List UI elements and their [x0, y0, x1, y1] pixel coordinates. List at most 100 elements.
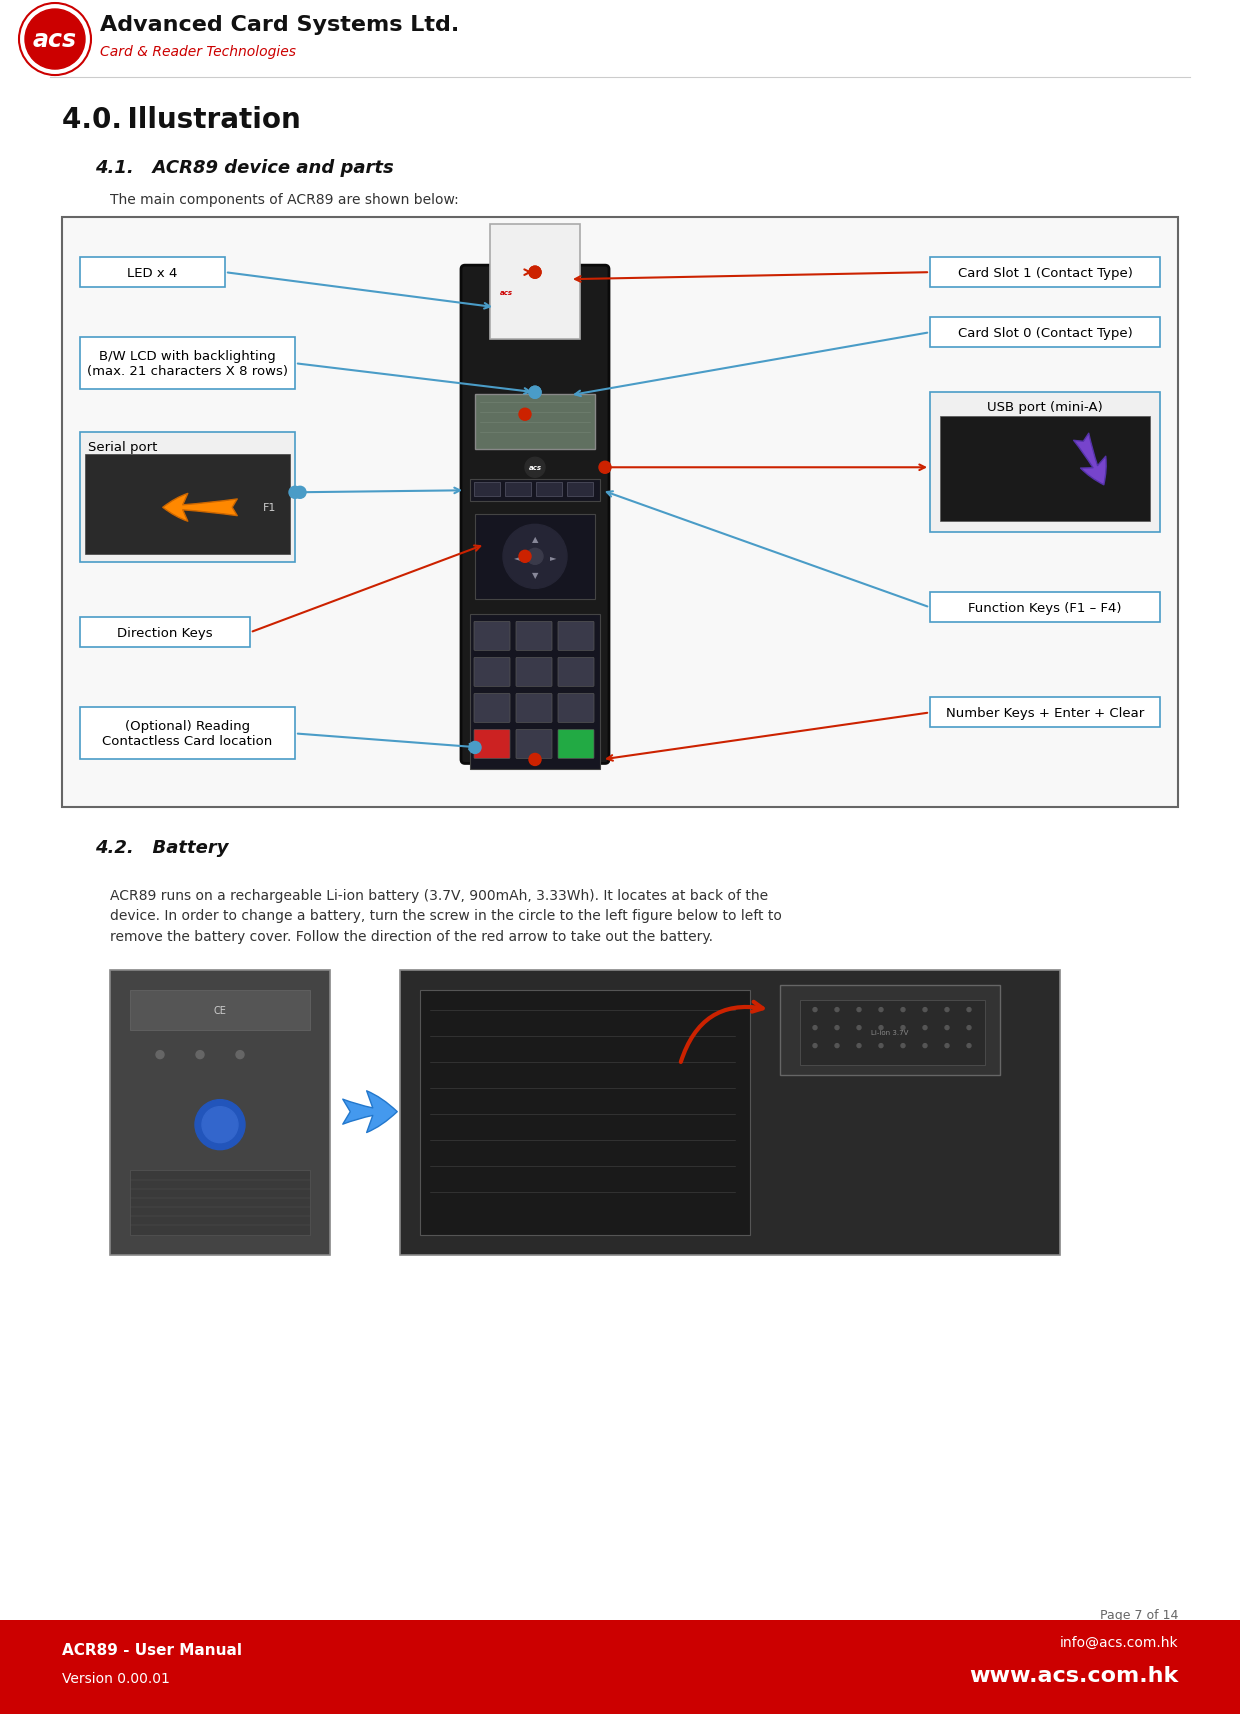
Circle shape: [857, 1008, 861, 1011]
Text: www.acs.com.hk: www.acs.com.hk: [968, 1664, 1178, 1685]
Text: (Optional) Reading
Contactless Card location: (Optional) Reading Contactless Card loca…: [103, 720, 273, 747]
FancyBboxPatch shape: [81, 259, 224, 288]
FancyBboxPatch shape: [558, 622, 594, 651]
FancyBboxPatch shape: [86, 454, 290, 555]
Text: ▼: ▼: [532, 571, 538, 579]
FancyBboxPatch shape: [930, 319, 1159, 348]
Text: acs: acs: [33, 27, 77, 51]
Circle shape: [529, 267, 541, 279]
Circle shape: [529, 754, 541, 766]
Text: CE: CE: [213, 1004, 227, 1015]
Circle shape: [520, 410, 531, 422]
Circle shape: [857, 1027, 861, 1030]
FancyBboxPatch shape: [930, 698, 1159, 728]
Circle shape: [236, 1051, 244, 1059]
FancyBboxPatch shape: [930, 259, 1159, 288]
FancyBboxPatch shape: [130, 1171, 310, 1236]
FancyArrowPatch shape: [1074, 434, 1106, 485]
FancyBboxPatch shape: [62, 218, 1178, 807]
Circle shape: [25, 10, 86, 70]
Text: Page 7 of 14: Page 7 of 14: [1100, 1608, 1178, 1621]
FancyBboxPatch shape: [474, 622, 510, 651]
FancyBboxPatch shape: [474, 483, 500, 497]
Circle shape: [835, 1008, 839, 1011]
Text: USB port (mini-A): USB port (mini-A): [987, 401, 1102, 413]
Circle shape: [967, 1008, 971, 1011]
Circle shape: [503, 524, 567, 590]
Text: Number Keys + Enter + Clear: Number Keys + Enter + Clear: [946, 706, 1145, 720]
FancyBboxPatch shape: [475, 514, 595, 600]
FancyBboxPatch shape: [461, 266, 609, 764]
FancyBboxPatch shape: [516, 658, 552, 687]
Circle shape: [527, 548, 543, 566]
FancyBboxPatch shape: [930, 593, 1159, 622]
FancyBboxPatch shape: [558, 730, 594, 759]
Circle shape: [901, 1044, 905, 1047]
FancyBboxPatch shape: [558, 694, 594, 723]
Circle shape: [901, 1027, 905, 1030]
Text: B/W LCD with backlighting
(max. 21 characters X 8 rows): B/W LCD with backlighting (max. 21 chara…: [87, 350, 288, 379]
Circle shape: [469, 742, 481, 754]
Text: The main components of ACR89 are shown below:: The main components of ACR89 are shown b…: [110, 194, 459, 207]
FancyBboxPatch shape: [930, 393, 1159, 533]
Circle shape: [879, 1008, 883, 1011]
Circle shape: [813, 1044, 817, 1047]
Circle shape: [289, 487, 301, 499]
FancyBboxPatch shape: [474, 730, 510, 759]
FancyBboxPatch shape: [81, 338, 295, 391]
Circle shape: [835, 1027, 839, 1030]
FancyBboxPatch shape: [474, 694, 510, 723]
FancyBboxPatch shape: [536, 483, 562, 497]
FancyBboxPatch shape: [401, 970, 1060, 1255]
FancyBboxPatch shape: [490, 225, 580, 339]
Circle shape: [857, 1044, 861, 1047]
Circle shape: [967, 1044, 971, 1047]
FancyBboxPatch shape: [110, 970, 330, 1255]
Circle shape: [901, 1008, 905, 1011]
Circle shape: [835, 1044, 839, 1047]
FancyBboxPatch shape: [780, 986, 999, 1075]
Text: Li-ion 3.7V: Li-ion 3.7V: [872, 1028, 909, 1035]
Circle shape: [156, 1051, 164, 1059]
Circle shape: [967, 1027, 971, 1030]
Text: Direction Keys: Direction Keys: [118, 627, 213, 639]
FancyBboxPatch shape: [567, 483, 593, 497]
FancyBboxPatch shape: [558, 658, 594, 687]
Circle shape: [520, 550, 531, 562]
Text: ►: ►: [549, 552, 557, 562]
Circle shape: [923, 1008, 928, 1011]
Text: F1: F1: [263, 502, 277, 512]
Circle shape: [945, 1044, 949, 1047]
Text: Card & Reader Technologies: Card & Reader Technologies: [100, 45, 296, 58]
Text: 4.0. Illustration: 4.0. Illustration: [62, 106, 301, 134]
Text: Version 0.00.01: Version 0.00.01: [62, 1671, 170, 1685]
Text: LED x 4: LED x 4: [128, 266, 177, 279]
Text: Card Slot 0 (Contact Type): Card Slot 0 (Contact Type): [957, 326, 1132, 339]
FancyBboxPatch shape: [516, 730, 552, 759]
FancyArrowPatch shape: [342, 1092, 397, 1133]
Circle shape: [923, 1044, 928, 1047]
Circle shape: [879, 1044, 883, 1047]
FancyBboxPatch shape: [420, 991, 750, 1236]
Circle shape: [945, 1008, 949, 1011]
Text: Advanced Card Systems Ltd.: Advanced Card Systems Ltd.: [100, 15, 459, 34]
FancyBboxPatch shape: [81, 434, 295, 562]
Circle shape: [923, 1027, 928, 1030]
Text: ▲: ▲: [532, 535, 538, 543]
Text: ACR89 - User Manual: ACR89 - User Manual: [62, 1642, 242, 1657]
Text: 4.2.   Battery: 4.2. Battery: [95, 840, 228, 857]
Text: info@acs.com.hk: info@acs.com.hk: [1059, 1635, 1178, 1649]
Circle shape: [202, 1107, 238, 1143]
Text: ◄: ◄: [513, 552, 521, 562]
Text: ACR89 runs on a rechargeable Li-ion battery (3.7V, 900mAh, 3.33Wh). It locates a: ACR89 runs on a rechargeable Li-ion batt…: [110, 888, 782, 943]
FancyBboxPatch shape: [81, 708, 295, 759]
FancyBboxPatch shape: [800, 999, 985, 1064]
FancyBboxPatch shape: [470, 480, 600, 502]
Circle shape: [525, 458, 546, 478]
Circle shape: [813, 1008, 817, 1011]
FancyBboxPatch shape: [81, 619, 250, 648]
Circle shape: [195, 1100, 246, 1150]
Circle shape: [529, 387, 541, 399]
FancyBboxPatch shape: [130, 991, 310, 1030]
FancyBboxPatch shape: [940, 417, 1149, 523]
